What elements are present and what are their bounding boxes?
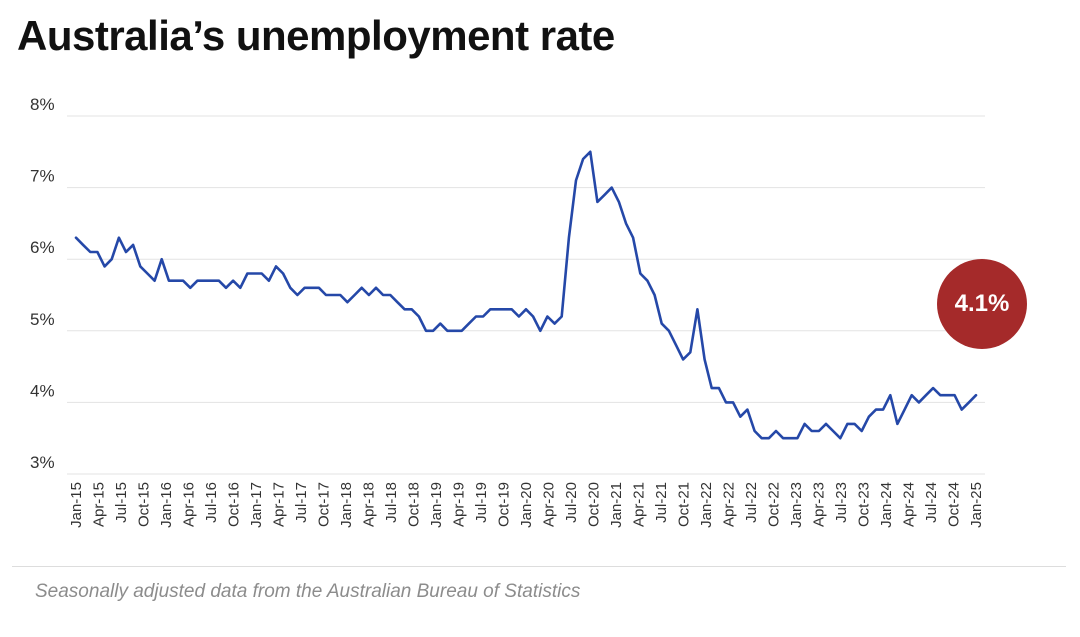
- x-tick-label: Oct-21: [676, 482, 693, 527]
- x-tick-label: Apr-15: [91, 482, 108, 527]
- x-tick-label: Apr-22: [721, 482, 738, 527]
- x-tick-label: Jul-18: [383, 482, 400, 523]
- x-tick-label: Apr-21: [631, 482, 648, 527]
- x-tick-label: Jan-23: [788, 482, 805, 528]
- x-tick-label: Jul-15: [113, 482, 130, 523]
- x-tick-label: Jul-20: [563, 482, 580, 523]
- x-tick-label: Oct-16: [226, 482, 243, 527]
- y-tick-label: 5%: [30, 310, 55, 329]
- x-tick-label: Jan-22: [698, 482, 715, 528]
- x-tick-label: Jan-24: [878, 482, 895, 528]
- series-line: [74, 150, 978, 440]
- x-tick-label: Oct-15: [136, 482, 153, 527]
- x-tick-label: Jul-24: [923, 482, 940, 523]
- x-tick-label: Jan-15: [68, 482, 85, 528]
- x-tick-label: Oct-23: [856, 482, 873, 527]
- x-tick-label: Apr-18: [361, 482, 378, 527]
- x-tick-label: Oct-17: [316, 482, 333, 527]
- x-tick-label: Jan-25: [968, 482, 985, 528]
- y-tick-label: 7%: [30, 167, 55, 186]
- x-tick-label: Apr-19: [451, 482, 468, 527]
- series-group: [74, 150, 978, 440]
- line-chart: 3%4%5%6%7%8% Jan-15 Apr-15 Jul-15 Oct-15 Jan…: [30, 95, 985, 528]
- x-tick-label: Jul-19: [473, 482, 490, 523]
- x-tick-label: Apr-16: [181, 482, 198, 527]
- x-tick-label: Jan-16: [158, 482, 175, 528]
- x-tick-label: Jul-22: [743, 482, 760, 523]
- y-tick-label: 4%: [30, 381, 55, 400]
- x-tick-label: Jan-18: [338, 482, 355, 528]
- x-tick-label: Apr-17: [271, 482, 288, 527]
- x-tick-label: Oct-19: [496, 482, 513, 527]
- x-tick-label: Jan-17: [248, 482, 265, 528]
- latest-value-badge: 4.1%: [937, 259, 1027, 349]
- x-tick-label: Jul-23: [833, 482, 850, 523]
- y-tick-label: 8%: [30, 95, 55, 114]
- y-axis-ticks: 3% 4% 5% 6% 7% 8%: [30, 95, 55, 472]
- y-tick-label: 6%: [30, 238, 55, 257]
- x-tick-label: Jul-21: [653, 482, 670, 523]
- y-tick-label: 3%: [30, 453, 55, 472]
- x-axis-ticks: Jan-15 Apr-15 Jul-15 Oct-15 Jan-16 Apr-16 Jul-…: [68, 482, 985, 528]
- x-tick-label: Oct-22: [766, 482, 783, 527]
- x-tick-label: Jan-20: [518, 482, 535, 528]
- x-tick-label: Jan-21: [608, 482, 625, 528]
- source-note: Seasonally adjusted data from the Austra…: [35, 581, 581, 602]
- gridlines: [67, 115, 985, 475]
- x-tick-label: Jan-19: [428, 482, 445, 528]
- x-tick-label: Apr-23: [811, 482, 828, 527]
- x-tick-label: Apr-20: [541, 482, 558, 527]
- x-tick-label: Jul-17: [293, 482, 310, 523]
- footer-divider: [12, 566, 1066, 567]
- x-tick-label: Apr-24: [901, 482, 918, 527]
- x-tick-label: Oct-18: [406, 482, 423, 527]
- chart-title: Australia’s unemployment rate: [17, 12, 615, 59]
- x-tick-label: Jul-16: [203, 482, 220, 523]
- x-tick-label: Oct-24: [946, 482, 963, 527]
- x-tick-label: Oct-20: [586, 482, 603, 527]
